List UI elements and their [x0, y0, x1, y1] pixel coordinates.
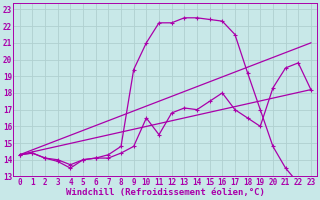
X-axis label: Windchill (Refroidissement éolien,°C): Windchill (Refroidissement éolien,°C)	[66, 188, 265, 197]
